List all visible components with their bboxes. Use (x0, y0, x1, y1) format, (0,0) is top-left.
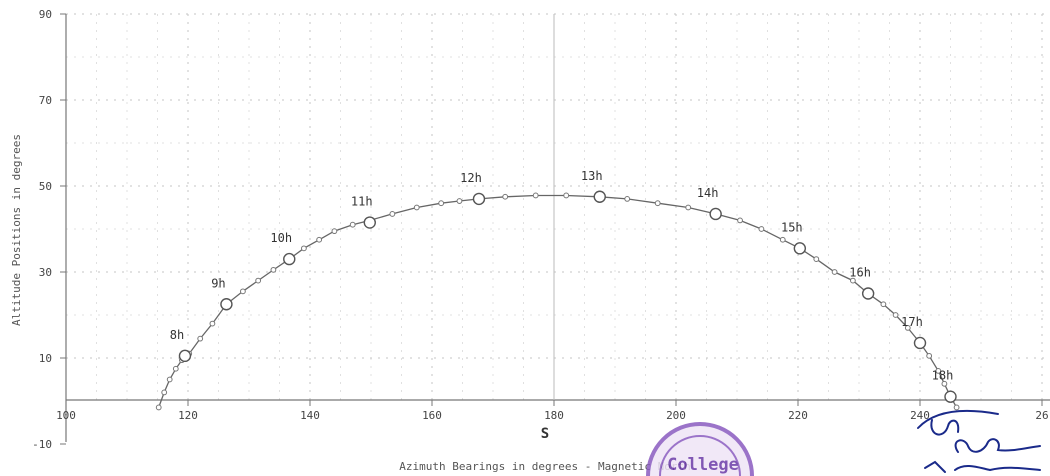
hour-label: 17h (901, 315, 923, 329)
hour-label: 8h (170, 328, 184, 342)
sun-position-point (880, 301, 887, 308)
college-stamp: College (646, 422, 754, 476)
hour-point (283, 252, 296, 266)
hour-label: 14h (697, 186, 719, 200)
sun-position-point (779, 236, 786, 243)
sun-position-point (563, 192, 570, 199)
x-tick-label: 240 (910, 409, 930, 422)
x-tick-label: 200 (666, 409, 686, 422)
x-tick-label: 100 (56, 409, 76, 422)
sun-position-point (926, 352, 933, 359)
x-tick-label: 220 (788, 409, 808, 422)
sun-position-point (941, 380, 948, 387)
ticks: 100 120 140 160 180 200 220 240 26 90 70 50 30 10 -10 (32, 8, 1049, 451)
hour-point (363, 216, 376, 229)
svg-text:College: College (667, 455, 739, 475)
grid (66, 13, 1050, 400)
hour-label: 10h (270, 231, 292, 245)
y-tick-label: 50 (39, 180, 52, 193)
sun-position-point (904, 325, 911, 331)
hour-point (793, 242, 807, 255)
hour-label: 12h (460, 171, 482, 185)
hour-label: 11h (351, 195, 373, 209)
sun-position-point (155, 404, 162, 411)
y-tick-label: 90 (39, 8, 52, 21)
sun-position-point (161, 389, 168, 396)
hour-point (472, 192, 486, 206)
sun-position-point (349, 221, 356, 228)
sun-position-point (758, 226, 765, 232)
sun-position-point (316, 236, 323, 243)
sun-position-point (413, 204, 420, 211)
hour-point (709, 207, 722, 221)
x-tick-label: 120 (178, 409, 198, 422)
sun-position-point (953, 404, 960, 411)
sun-position-point (301, 245, 307, 252)
sun-position-point (813, 256, 820, 263)
sun-position-point (197, 335, 204, 342)
hour-label: 9h (211, 276, 225, 290)
hour-label: 15h (781, 220, 803, 234)
handwritten-signature (917, 409, 1041, 473)
hour-label: 13h (581, 169, 603, 183)
sun-position-point (532, 192, 539, 199)
x-tick-label: 160 (422, 409, 442, 422)
sun-position-point (255, 277, 262, 284)
data-points (155, 190, 960, 411)
x-tick-label: 140 (300, 409, 320, 422)
y-tick-label: -10 (32, 438, 52, 451)
hour-label: 16h (849, 266, 871, 280)
sun-position-point (502, 193, 509, 200)
x-tick-label: 26 (1035, 409, 1048, 422)
sun-position-point (456, 198, 463, 204)
sun-position-point (624, 196, 631, 202)
hour-point (913, 336, 927, 350)
sun-position-point (270, 266, 277, 273)
y-tick-label: 30 (39, 266, 52, 279)
hour-point (944, 390, 957, 403)
sun-position-point (209, 320, 216, 327)
sun-position-point (331, 228, 338, 235)
hour-label: 18h (932, 369, 954, 383)
sun-position-point (831, 269, 838, 275)
sun-position-point (737, 217, 743, 224)
hour-point (178, 349, 192, 363)
x-axis-title: Azimuth Bearings in degrees - Magnetic N… (399, 460, 690, 473)
hour-labels: 8h 9h 10h 11h 12h 13h 14h 15h 16h 17h 18h (170, 169, 954, 383)
sun-position-point (172, 365, 179, 372)
sun-position-point (389, 211, 396, 217)
sun-path-line (158, 194, 958, 408)
sun-position-point (654, 200, 661, 207)
sun-position-point (685, 204, 692, 211)
hour-point (220, 298, 233, 311)
y-tick-label: 10 (39, 352, 52, 365)
sun-position-point (892, 312, 899, 318)
south-label: S (541, 426, 549, 442)
sun-position-point (166, 376, 173, 383)
sun-position-point (850, 277, 856, 284)
x-tick-label: 180 (544, 409, 564, 422)
sun-position-point (240, 288, 246, 295)
sun-position-point (935, 368, 942, 374)
y-axis-title: Altitude Positions in degrees (10, 134, 23, 326)
y-tick-label: 70 (39, 94, 52, 107)
hour-point (861, 287, 875, 300)
hour-point (593, 190, 606, 203)
sun-position-point (438, 200, 445, 207)
